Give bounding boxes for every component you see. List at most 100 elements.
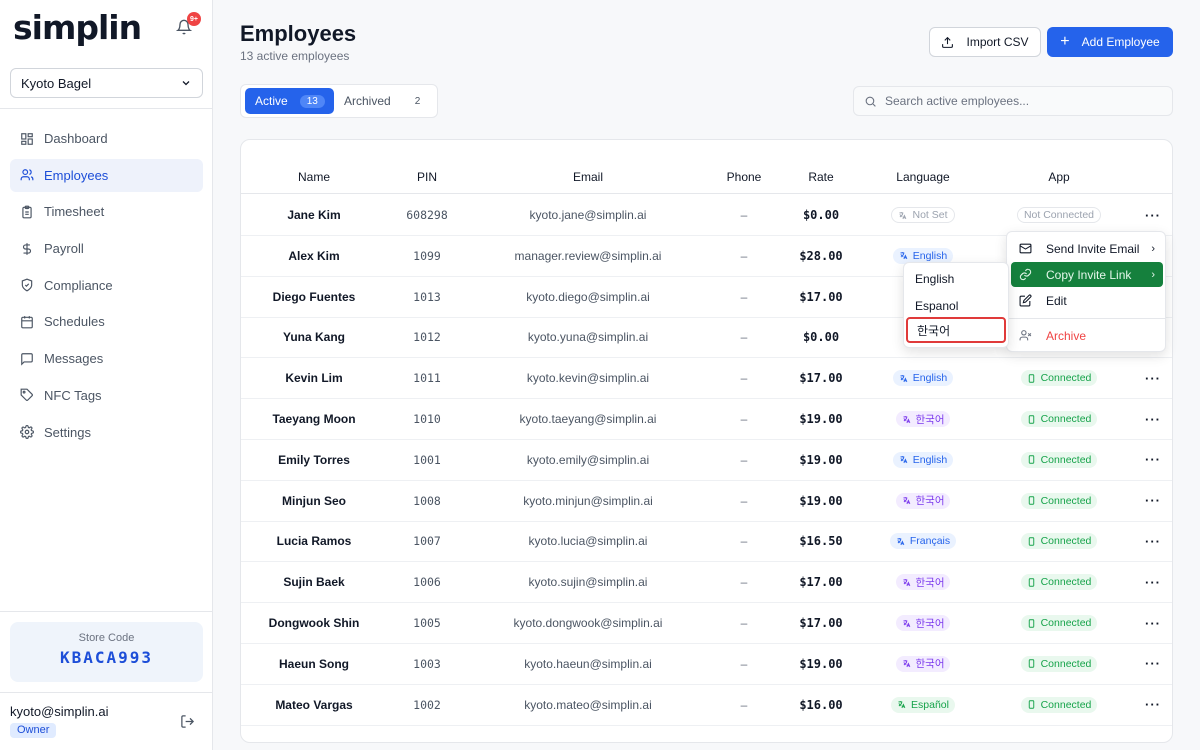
more-actions-button[interactable]: ··· [1145,493,1161,509]
sidebar-item-label: Timesheet [44,204,105,220]
tab-active[interactable]: Active 13 [245,88,334,114]
column-header-email[interactable]: Email [572,170,603,184]
table-row[interactable]: Alex Kim 1099 manager.review@simplin.ai – $2… [241,236,1172,277]
column-header-name[interactable]: Name [297,170,330,184]
column-header-rate[interactable]: Rate [808,170,834,184]
sidebar-item-payroll[interactable]: Payroll [10,232,203,265]
tab-count: 13 [299,94,325,108]
sidebar-item-dashboard[interactable]: Dashboard [10,122,203,155]
app-status-label: Connected [1040,494,1092,507]
sidebar-item-compliance[interactable]: Compliance [10,269,203,302]
employee-pin: 1099 [413,248,441,263]
employee-phone: – [740,208,748,222]
store-code-value[interactable]: KBACA993 [59,648,154,667]
employee-language[interactable]: 한국어 [863,603,983,643]
sidebar-item-timesheet[interactable]: Timesheet [10,195,203,228]
shield-icon [21,278,33,292]
more-actions-button[interactable]: ··· [1145,533,1161,549]
employee-language[interactable]: English [863,236,983,276]
app-status-label: Not Connected [1023,209,1095,221]
employee-language[interactable]: Español [863,685,983,725]
language-option-korean[interactable]: 한국어 [906,317,1006,343]
table-row[interactable]: Lucia Ramos 1007 kyoto.lucia@simplin.ai – $1… [241,521,1172,563]
bell-icon[interactable] [176,19,192,35]
sidebar-item-schedules[interactable]: Schedules [10,305,203,338]
employee-language[interactable]: Not Set [863,195,983,235]
translate-icon [902,497,910,505]
tag-icon [20,388,33,402]
sidebar-item-employees[interactable]: Employees [10,158,203,192]
more-actions-button[interactable]: ··· [1145,656,1161,672]
store-select-value: Kyoto Bagel [21,75,92,91]
table-row[interactable]: Haeun Song 1003 kyoto.haeun@simplin.ai – $19… [241,644,1172,685]
column-header-app[interactable]: App [1048,170,1070,184]
menu-item-label: Archive [1046,328,1087,343]
more-actions-button[interactable]: ··· [1145,615,1161,631]
employee-language[interactable]: 한국어 [863,562,983,602]
table-row[interactable]: Dongwook Shin 1005 kyoto.dongwook@simplin.… [241,603,1172,644]
edit-item[interactable]: Edit [1011,288,1163,313]
sidebar-item-label: Dashboard [44,131,108,146]
more-actions-button[interactable]: ··· [1145,207,1161,223]
translate-icon [898,701,906,709]
archive-item[interactable]: Archive [1011,323,1163,348]
employee-language[interactable]: English [863,440,983,480]
employee-rate: $17.00 [799,289,843,304]
employee-pin: 1002 [413,697,441,712]
more-actions-button[interactable]: ··· [1145,452,1161,468]
sidebar-item-nfc-tags[interactable]: NFC Tags [10,379,203,412]
search-input[interactable] [885,94,1165,108]
column-header-language[interactable]: Language [896,170,950,184]
table-row[interactable]: Jane Kim 608298 kyoto.jane@simplin.ai – $0.0… [241,195,1172,236]
tab-archived[interactable]: Archived 2 [344,88,420,114]
employee-language[interactable]: English [863,358,983,398]
employee-language[interactable]: Français [863,521,983,561]
table-row[interactable]: Mateo Vargas 1002 kyoto.mateo@simplin.ai – $… [241,685,1172,726]
table-row[interactable]: Diego Fuentes 1013 kyoto.diego@simplin.ai –… [241,277,1172,318]
employee-pin: 1010 [413,412,441,426]
column-header-phone[interactable]: Phone [726,170,762,184]
sidebar-item-settings[interactable]: Settings [10,416,203,449]
employee-name: Jane Kim [287,208,341,222]
column-header-pin[interactable]: PIN [416,170,437,184]
language-option-english[interactable]: English [915,272,955,286]
status-tabs: Active 13 Archived 2 [240,84,438,118]
table-row[interactable]: Minjun Seo 1008 kyoto.minjun@simplin.ai – $1… [241,481,1172,522]
more-actions-button[interactable]: ··· [1145,574,1161,590]
store-select[interactable]: Kyoto Bagel [10,68,203,98]
app-status-label: Connected [1040,413,1092,425]
phone-icon [1028,373,1034,383]
language-option-espanol[interactable]: Espanol [915,299,959,313]
more-actions-button[interactable]: ··· [1145,370,1161,386]
add-employee-button[interactable]: + Add Employee [1047,27,1173,57]
language-badge: 한국어 [895,615,951,631]
app-status-label: Connected [1040,453,1092,466]
employee-phone: – [740,330,748,345]
table-row[interactable]: Yuna Kang 1012 kyoto.yuna@simplin.ai – $0.00 [241,317,1172,359]
logout-icon[interactable] [180,714,195,729]
sidebar-item-messages[interactable]: Messages [10,342,203,375]
employee-name: Diego Fuentes [272,289,356,304]
employee-language[interactable]: 한국어 [863,399,983,439]
employee-phone: – [740,493,748,508]
employee-name: Haeun Song [278,656,349,671]
employee-email: kyoto.diego@simplin.ai [526,289,650,304]
language-badge: 한국어 [895,574,951,591]
import-csv-button[interactable]: Import CSV [929,27,1041,57]
copy-invite-link-item[interactable]: Copy Invite Link › [1011,262,1163,287]
mail-icon [1019,243,1032,254]
more-actions-button[interactable]: ··· [1145,411,1161,427]
send-invite-email-item[interactable]: Send Invite Email › [1011,236,1163,261]
more-actions-button[interactable]: ··· [1145,697,1161,713]
table-row[interactable]: Kevin Lim 1011 kyoto.kevin@simplin.ai – $17.… [241,358,1172,400]
brand-logo[interactable]: simplin [13,8,142,47]
table-row[interactable]: Sujin Baek 1006 kyoto.sujin@simplin.ai – $17… [241,562,1172,604]
table-row[interactable]: Taeyang Moon 1010 kyoto.taeyang@simplin.ai… [241,399,1172,440]
employee-name: Yuna Kang [282,330,345,345]
employee-rate: $16.50 [799,534,843,549]
employee-language[interactable]: 한국어 [863,481,983,521]
sidebar-item-label: Employees [44,167,109,183]
table-row[interactable]: Emily Torres 1001 kyoto.emily@simplin.ai – $… [241,440,1172,481]
employee-language[interactable]: 한국어 [863,644,983,684]
page-subtitle: 13 active employees [240,49,350,63]
